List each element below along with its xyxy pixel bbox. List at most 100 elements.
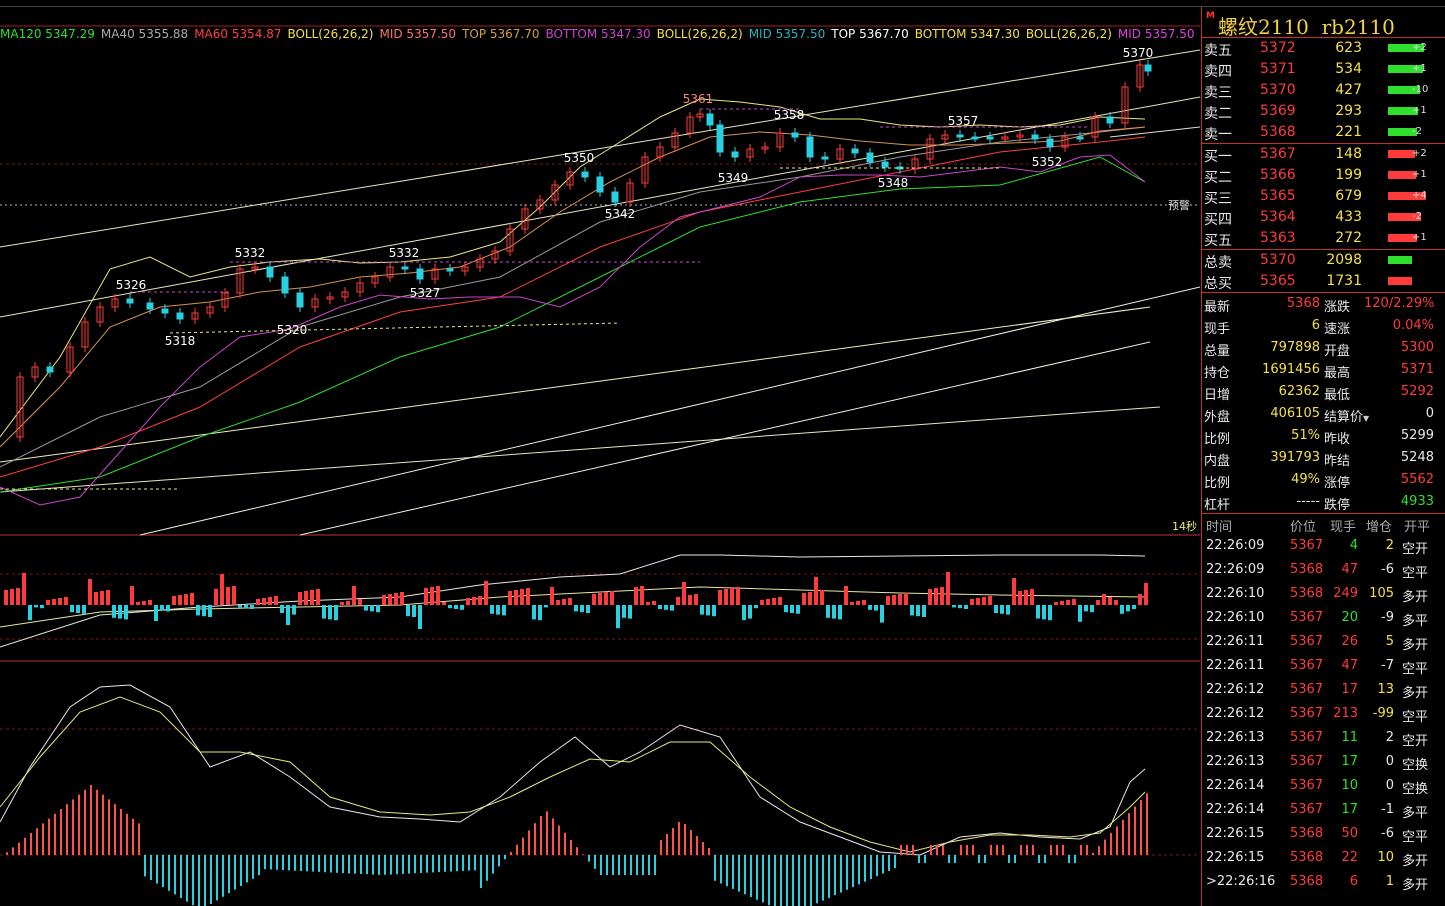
volume-bar [670, 605, 674, 611]
macd-histogram-bar [1056, 845, 1058, 855]
volume-bar [400, 592, 404, 605]
trade-row[interactable]: 22:26:14 5367 17 -1 多平 [1202, 798, 1445, 822]
trade-price: 5367 [1290, 658, 1324, 673]
volume-bar [166, 605, 170, 612]
trade-row[interactable]: 22:26:09 5368 47 -6 空平 [1202, 558, 1445, 582]
kline-chart-area[interactable]: 5370 5361 5358 5357 5350 5349 5352 5348 5342 5332… [0, 7, 1200, 906]
quote-row: 现手 6 速涨 0.04% [1202, 315, 1445, 337]
macd-histogram-bar [846, 855, 848, 890]
candle-body [266, 266, 274, 278]
ob-volume: 534 [1335, 61, 1362, 77]
macd-histogram-bar [954, 855, 956, 863]
volume-bar [448, 605, 452, 609]
trade-row[interactable]: 22:26:11 5367 26 5 多开 [1202, 630, 1445, 654]
volume-bar [4, 590, 8, 605]
volume-bar [10, 589, 14, 605]
volume-bar [478, 596, 482, 605]
trade-row[interactable]: >22:26:16 5368 6 1 多开 [1202, 870, 1445, 894]
order-book-row[interactable]: 卖五 5372 623 +2 [1202, 38, 1445, 59]
trade-row[interactable]: 22:26:13 5367 11 2 空开 [1202, 726, 1445, 750]
trades-list[interactable]: 22:26:09 5367 4 2 空开 22:26:09 5368 47 -6 空平 22:26:… [1202, 534, 1445, 894]
trade-volume: 10 [1341, 778, 1358, 793]
trade-type: 多平 [1402, 614, 1429, 629]
trade-volume: 20 [1341, 610, 1358, 625]
order-book-row[interactable]: 卖一 5368 221 -2 [1202, 122, 1445, 143]
ob-volume: 623 [1335, 40, 1362, 56]
volume-bar [412, 605, 416, 617]
order-book-row[interactable]: 买三 5365 679 +4 [1202, 186, 1445, 207]
macd-histogram-bar [894, 855, 896, 869]
trade-row[interactable]: 22:26:12 5367 213 -99 空平 [1202, 702, 1445, 726]
volume-bar [304, 591, 308, 605]
macd-histogram-bar [216, 855, 218, 901]
candle-body [581, 171, 589, 178]
volume-bar [598, 593, 602, 605]
order-book-row[interactable]: 买一 5367 148 +2 [1202, 144, 1445, 165]
trade-row[interactable]: 22:26:11 5367 47 -7 空平 [1202, 654, 1445, 678]
order-book-row[interactable]: 卖四 5371 534 +1 [1202, 59, 1445, 80]
order-book-row[interactable]: 卖二 5369 293 +1 [1202, 101, 1445, 122]
volume-bar [568, 598, 572, 605]
symbol-title[interactable]: M 螺纹2110 rb2110 [1202, 7, 1445, 39]
macd-histogram-bar [390, 855, 392, 875]
ma60-line [0, 136, 1146, 478]
volume-bar [682, 582, 686, 605]
volume-bar [574, 605, 578, 612]
price-extreme-label: 5370 [1123, 46, 1154, 60]
volume-bar [202, 605, 206, 617]
volume-bar [922, 605, 926, 617]
trade-row[interactable]: 22:26:10 5368 249 105 多开 [1202, 582, 1445, 606]
macd-histogram-bar [354, 855, 356, 874]
trade-row[interactable]: 22:26:15 5368 50 -6 空平 [1202, 822, 1445, 846]
candle-body [1046, 138, 1054, 148]
indicator-item: BOLL(26,26,2) [287, 27, 374, 41]
quote-value: 49% [1291, 472, 1320, 487]
macd-histogram-bar [330, 855, 332, 873]
volume-bar [208, 605, 212, 617]
candle-body [836, 148, 844, 160]
order-book-row[interactable]: 买四 5364 433 -2 [1202, 207, 1445, 228]
macd-histogram-bar [696, 836, 698, 855]
macd-histogram-bar [738, 855, 740, 892]
trade-row[interactable]: 22:26:12 5367 17 13 多开 [1202, 678, 1445, 702]
volume-bar [706, 605, 710, 616]
macd-histogram-bar [384, 855, 386, 875]
macd-histogram-bar [780, 855, 782, 906]
kline-chart-svg[interactable]: 5370 5361 5358 5357 5350 5349 5352 5348 5342 5332… [0, 7, 1200, 906]
macd-histogram-bar [486, 855, 488, 881]
warning-label: 预警 [1168, 198, 1190, 212]
macd-histogram-bar [504, 855, 506, 860]
trade-row[interactable]: 22:26:10 5367 20 -9 多平 [1202, 606, 1445, 630]
volume-bar [988, 596, 992, 605]
order-book-row[interactable]: 买五 5363 272 +1 [1202, 228, 1445, 249]
ob-price: 5363 [1260, 230, 1296, 246]
trades-col-header: 时间 [1206, 520, 1233, 535]
quote-label[interactable]: 结算价▼ [1324, 410, 1370, 425]
total-bar [1388, 256, 1412, 264]
candle-body [251, 266, 259, 270]
trade-row[interactable]: 22:26:15 5368 22 10 多开 [1202, 846, 1445, 870]
macd-histogram-bar [372, 855, 374, 875]
volume-bar [628, 605, 632, 619]
trade-row[interactable]: 22:26:13 5367 17 0 空换 [1202, 750, 1445, 774]
indicator-item: TOP 5367.70 [831, 27, 909, 41]
volume-bar [754, 605, 758, 609]
order-book-row[interactable]: 卖三 5370 427 -10 [1202, 80, 1445, 101]
candle-body [746, 148, 754, 158]
macd-histogram-bar [708, 848, 710, 855]
macd-histogram-bar [558, 825, 560, 855]
candle-body [1091, 116, 1099, 138]
macd-histogram-bar [1074, 855, 1076, 863]
price-extreme-label: 5332 [235, 246, 266, 260]
m-badge: M [1206, 11, 1215, 21]
quote-value: 5562 [1400, 472, 1434, 487]
order-book-row[interactable]: 买二 5366 199 +1 [1202, 165, 1445, 186]
trade-row[interactable]: 22:26:14 5367 10 0 空换 [1202, 774, 1445, 798]
macd-histogram-bar [366, 855, 368, 875]
candle-body [281, 276, 289, 294]
trade-row[interactable]: 22:26:09 5367 4 2 空开 [1202, 534, 1445, 558]
volume-bar [634, 587, 638, 605]
macd-histogram-bar [1032, 845, 1034, 855]
volume-ma-line [0, 586, 1146, 628]
candle-body [881, 161, 889, 168]
